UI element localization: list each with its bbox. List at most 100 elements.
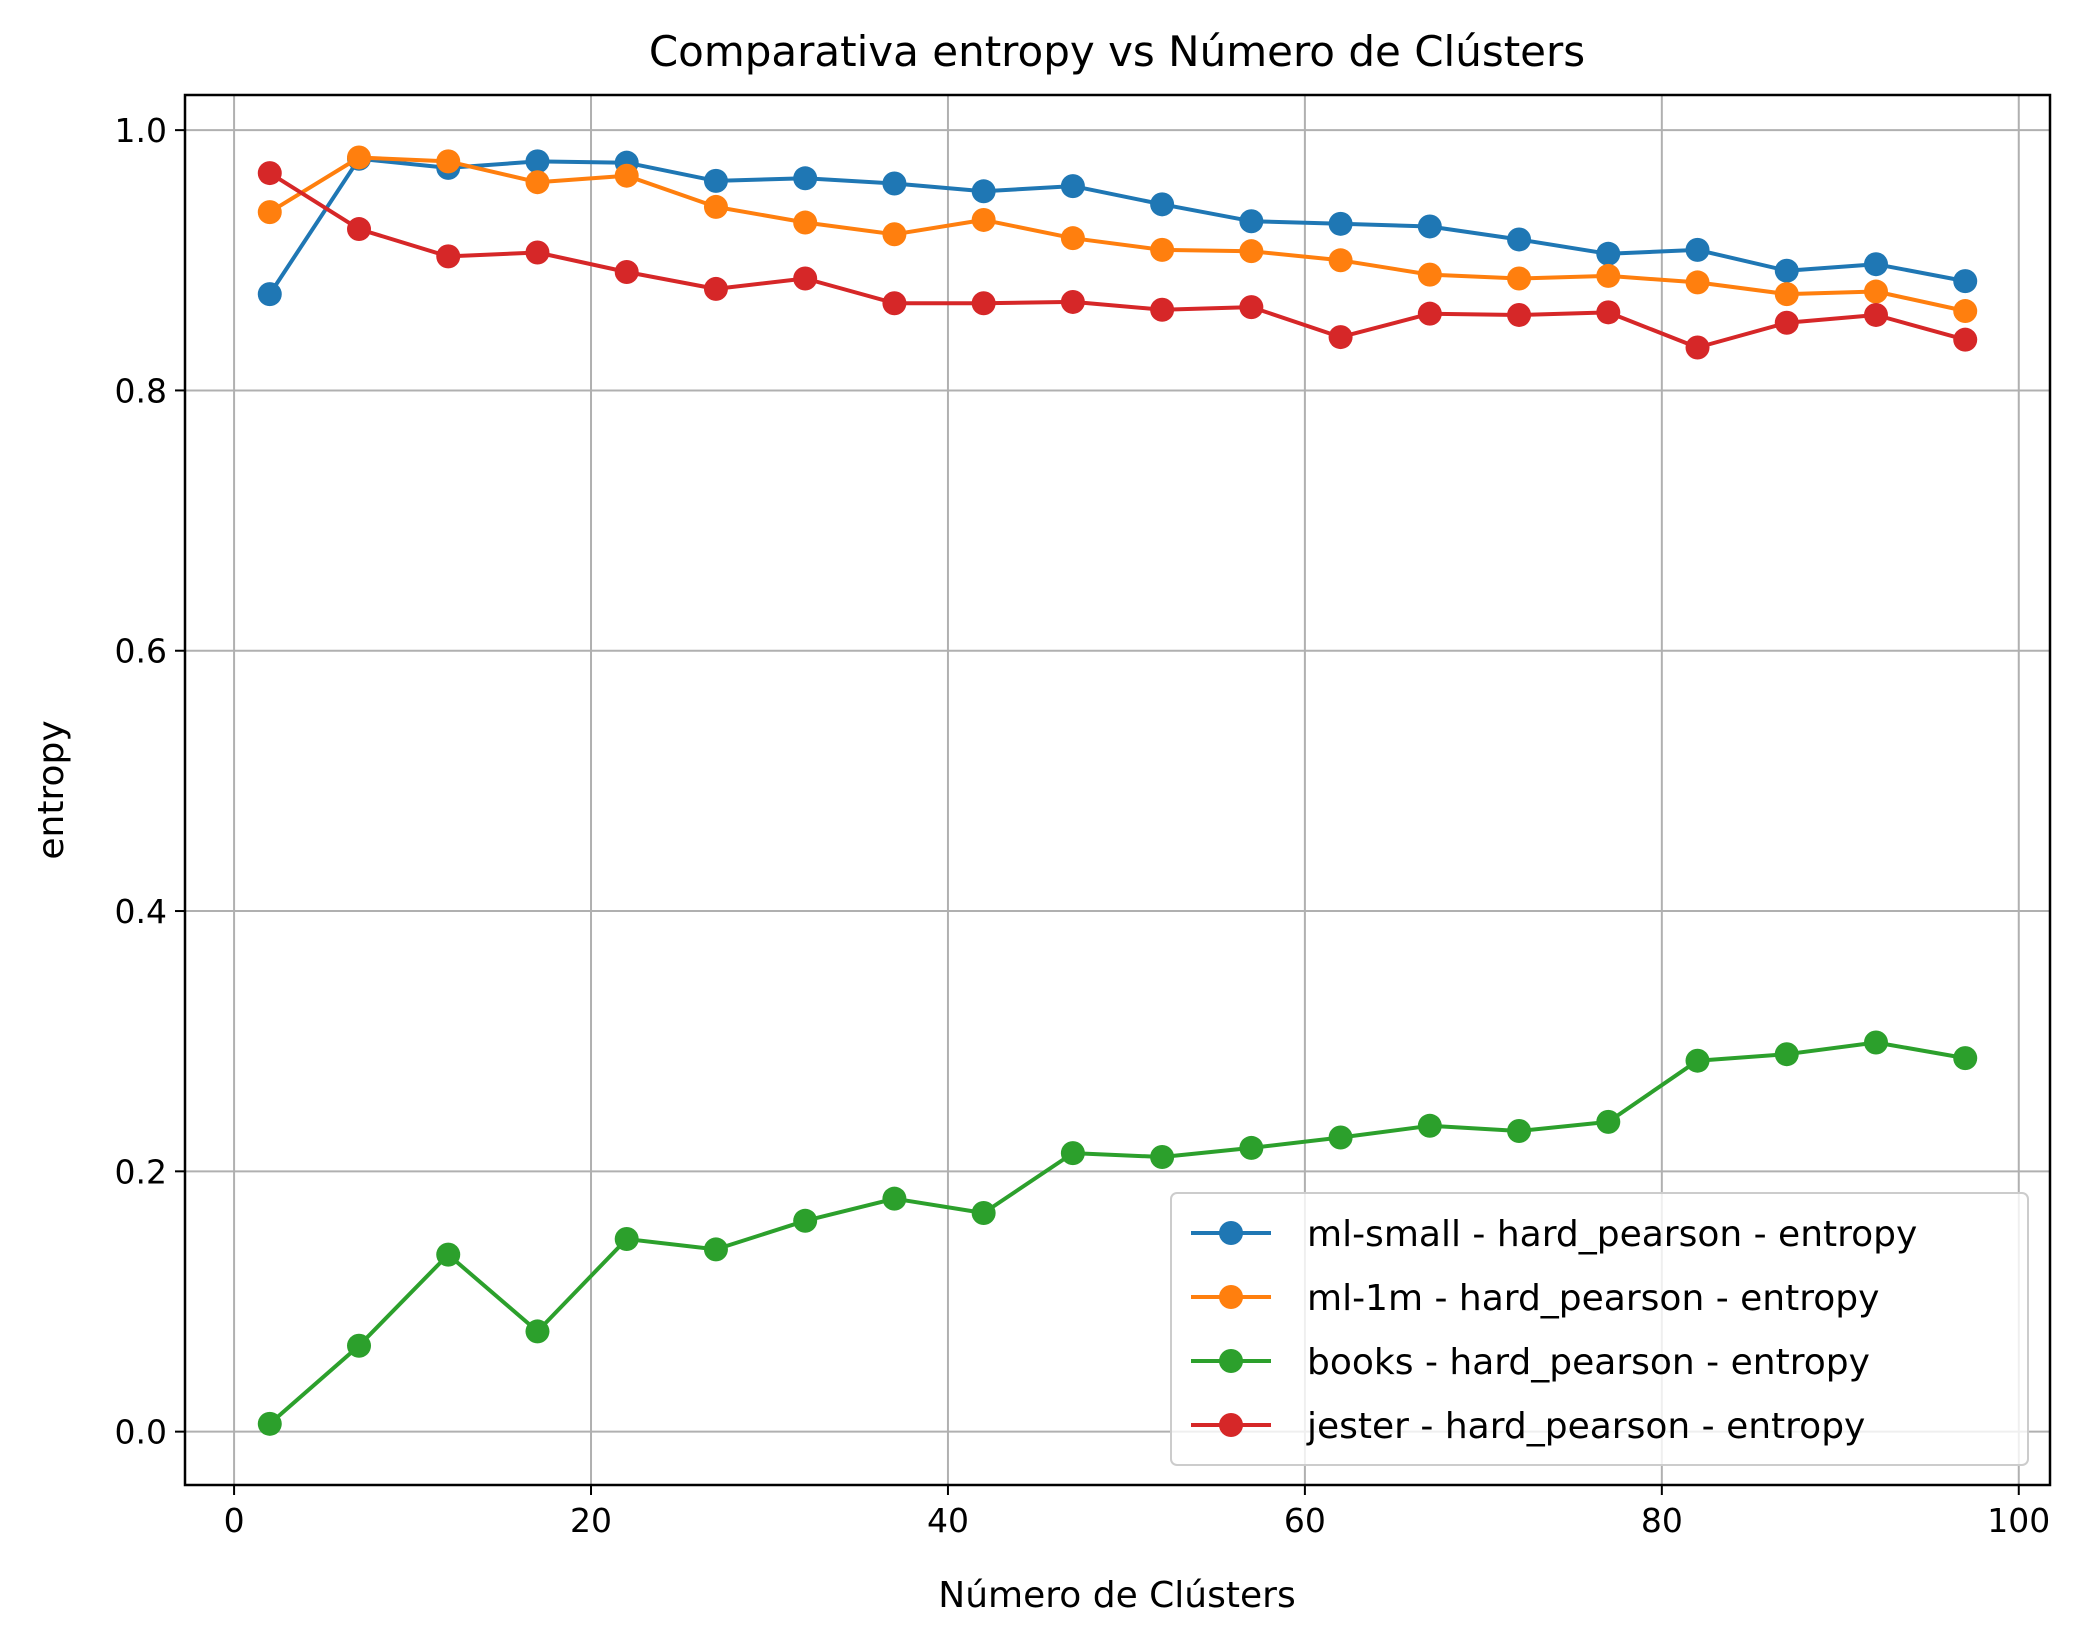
data-point bbox=[1774, 310, 1799, 335]
data-point bbox=[703, 276, 728, 301]
data-point bbox=[1328, 1125, 1353, 1150]
legend-item: books - hard_pearson - entropy bbox=[1191, 1342, 1870, 1383]
series-line bbox=[268, 171, 1966, 350]
legend-marker bbox=[1219, 1413, 1243, 1437]
data-point bbox=[1328, 325, 1353, 350]
data-point bbox=[1417, 1113, 1442, 1138]
data-point bbox=[882, 291, 907, 316]
legend-label: jester - hard_pearson - entropy bbox=[1306, 1406, 1865, 1447]
data-point bbox=[1953, 327, 1978, 352]
data-point bbox=[1507, 302, 1532, 327]
data-point bbox=[1953, 299, 1978, 324]
data-point bbox=[1239, 295, 1264, 320]
legend-label: books - hard_pearson - entropy bbox=[1307, 1342, 1870, 1383]
x-tick-label: 80 bbox=[1641, 1501, 1683, 1540]
series-line bbox=[268, 156, 1966, 296]
y-tick-label: 0.6 bbox=[115, 632, 167, 671]
x-axis-label: Número de Clústers bbox=[938, 1575, 1295, 1616]
data-point bbox=[1685, 335, 1710, 360]
data-point bbox=[1774, 258, 1799, 283]
data-point bbox=[703, 194, 728, 219]
legend-marker bbox=[1219, 1285, 1243, 1309]
data-point bbox=[1685, 270, 1710, 295]
y-axis-label: entropy bbox=[31, 720, 72, 859]
data-point bbox=[971, 179, 996, 204]
chart-title: Comparativa entropy vs Número de Clúster… bbox=[649, 27, 1585, 76]
data-point bbox=[614, 163, 639, 188]
data-point bbox=[436, 1242, 461, 1267]
data-point bbox=[257, 1411, 282, 1436]
data-point bbox=[1507, 266, 1532, 291]
y-tick-label: 0.0 bbox=[115, 1413, 167, 1452]
data-point bbox=[1060, 289, 1085, 314]
x-tick-label: 60 bbox=[1284, 1501, 1326, 1540]
data-point bbox=[1417, 214, 1442, 239]
x-tick-label: 20 bbox=[570, 1501, 612, 1540]
data-point bbox=[1239, 239, 1264, 264]
data-point bbox=[1953, 1046, 1978, 1071]
data-point bbox=[1150, 1145, 1175, 1170]
data-point bbox=[614, 260, 639, 285]
legend-marker bbox=[1219, 1349, 1243, 1373]
data-point bbox=[882, 171, 907, 196]
legend-marker bbox=[1219, 1221, 1243, 1245]
data-point bbox=[1150, 297, 1175, 322]
data-point bbox=[793, 210, 818, 235]
data-point bbox=[1863, 302, 1888, 327]
data-point bbox=[436, 149, 461, 174]
legend-item: jester - hard_pearson - entropy bbox=[1191, 1406, 1865, 1447]
data-point bbox=[882, 1186, 907, 1211]
data-point bbox=[1863, 252, 1888, 277]
data-point bbox=[525, 240, 550, 265]
data-point bbox=[1685, 237, 1710, 262]
data-point bbox=[1150, 237, 1175, 262]
y-tick-label: 0.4 bbox=[115, 892, 167, 931]
data-point bbox=[1417, 301, 1442, 326]
legend-item: ml-1m - hard_pearson - entropy bbox=[1191, 1278, 1879, 1319]
data-point bbox=[1239, 1135, 1264, 1160]
data-point bbox=[1507, 227, 1532, 252]
series-2 bbox=[257, 145, 1978, 324]
data-point bbox=[1417, 262, 1442, 287]
x-axis-ticks: 0 20 40 60 80 100 bbox=[224, 1485, 2050, 1540]
data-point bbox=[347, 1333, 372, 1358]
x-tick-label: 40 bbox=[927, 1501, 969, 1540]
grid-lines bbox=[185, 95, 2050, 1485]
plot-frame bbox=[183, 93, 2052, 1487]
legend-item: ml-small - hard_pearson - entropy bbox=[1191, 1214, 1917, 1255]
data-point bbox=[436, 244, 461, 269]
data-point bbox=[1863, 1030, 1888, 1055]
data-point bbox=[1328, 248, 1353, 273]
series-layer bbox=[257, 145, 1978, 1436]
y-tick-label: 0.8 bbox=[115, 371, 167, 410]
data-point bbox=[1060, 1141, 1085, 1166]
series-3 bbox=[257, 1030, 1978, 1436]
data-point bbox=[1150, 192, 1175, 217]
data-point bbox=[882, 222, 907, 247]
data-point bbox=[257, 282, 282, 307]
data-point bbox=[1060, 174, 1085, 199]
data-point bbox=[614, 1227, 639, 1252]
data-point bbox=[1953, 269, 1978, 294]
series-1 bbox=[257, 146, 1978, 307]
x-tick-label: 100 bbox=[1987, 1501, 2050, 1540]
data-point bbox=[525, 149, 550, 174]
data-point bbox=[1596, 1109, 1621, 1134]
data-point bbox=[1596, 300, 1621, 325]
data-point bbox=[971, 291, 996, 316]
data-point bbox=[1774, 282, 1799, 307]
data-point bbox=[257, 161, 282, 186]
legend-label: ml-1m - hard_pearson - entropy bbox=[1307, 1278, 1879, 1319]
data-point bbox=[793, 1208, 818, 1233]
series-4 bbox=[257, 161, 1978, 360]
data-point bbox=[1060, 226, 1085, 251]
data-point bbox=[1596, 263, 1621, 288]
data-point bbox=[1774, 1042, 1799, 1067]
data-point bbox=[971, 1200, 996, 1225]
data-point bbox=[347, 217, 372, 242]
series-line bbox=[268, 155, 1966, 313]
data-point bbox=[1685, 1048, 1710, 1073]
data-point bbox=[525, 170, 550, 195]
data-point bbox=[525, 1319, 550, 1344]
